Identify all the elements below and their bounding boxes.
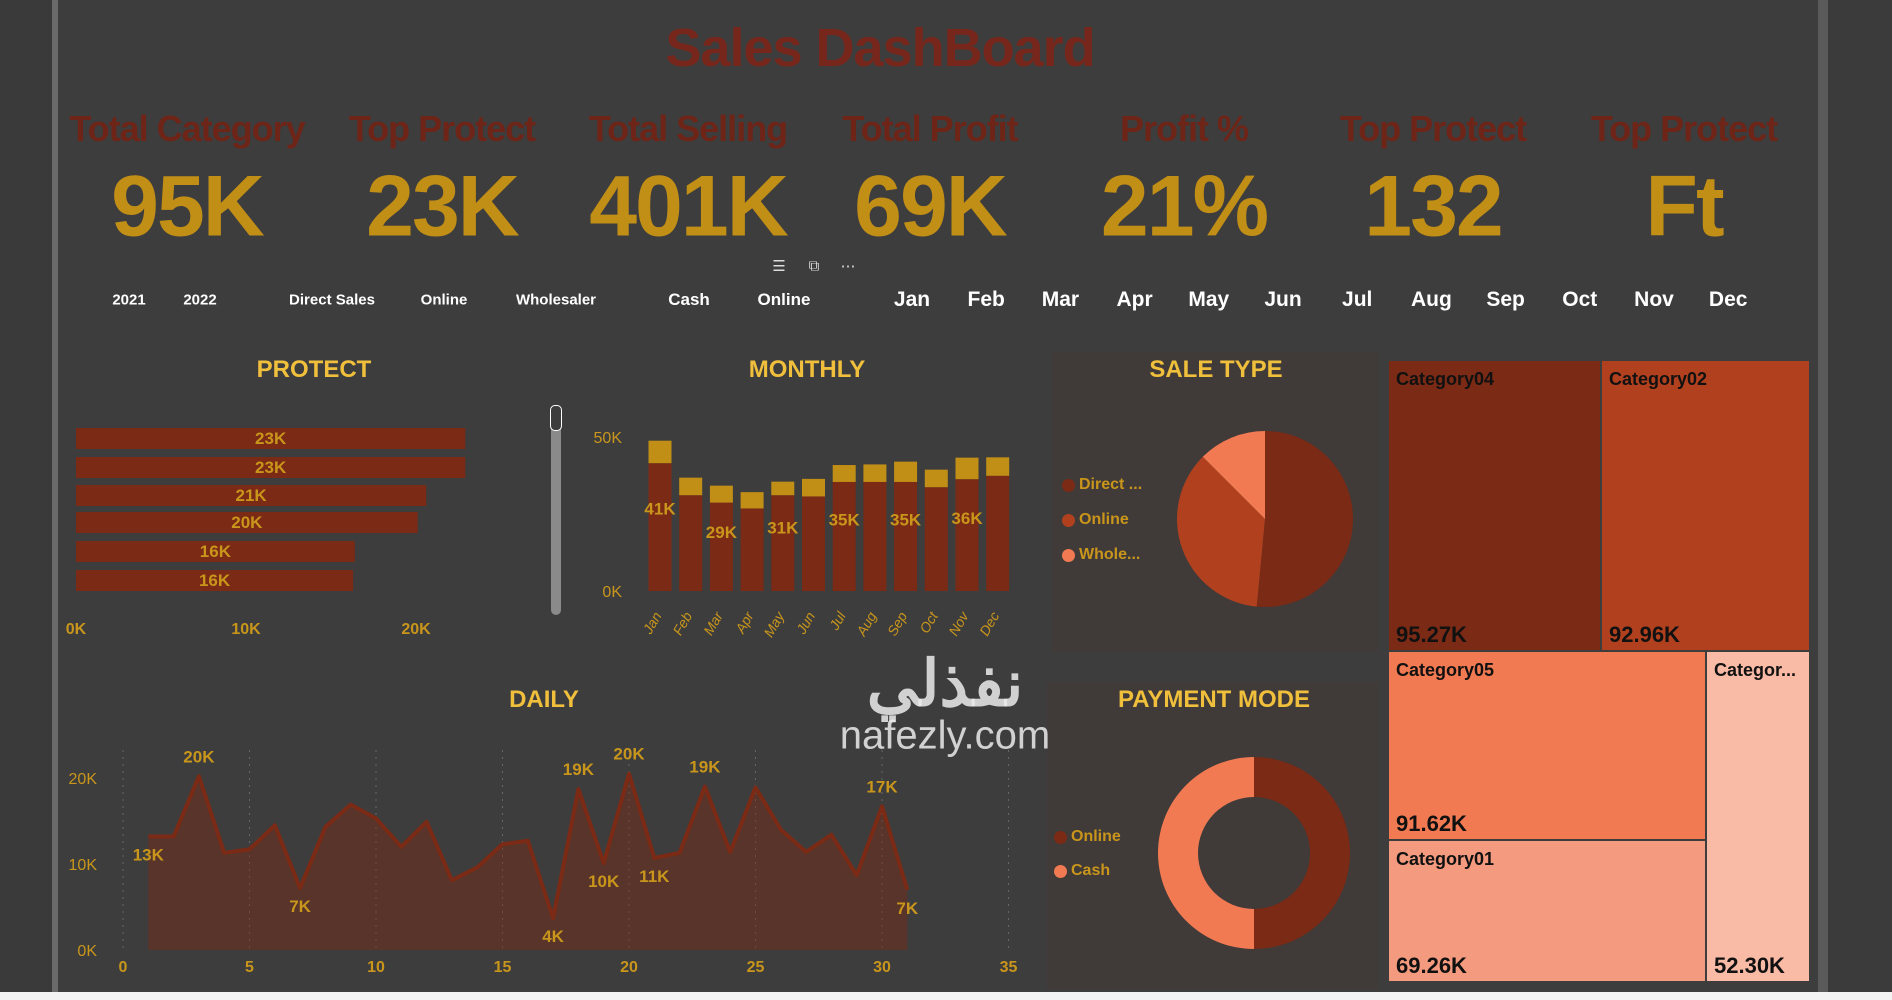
scrollbar-thumb[interactable] xyxy=(550,405,562,431)
slicer-payment-mode[interactable]: Cash xyxy=(668,290,710,309)
treemap-category01[interactable]: Category01 69.26K xyxy=(1388,840,1706,982)
slicer-month[interactable]: Jun xyxy=(1264,288,1302,311)
slicer-month[interactable]: Oct xyxy=(1562,288,1598,311)
kpi-label: Top Protect xyxy=(1590,108,1778,149)
legend-item-online[interactable]: Online xyxy=(1062,511,1129,529)
legend-item-online-payment[interactable]: Online xyxy=(1054,828,1121,846)
kpi-value: 401K xyxy=(589,158,789,255)
focus-mode-icon[interactable]: ⧉ xyxy=(808,257,820,275)
sale-type-panel xyxy=(1052,352,1378,652)
treemap-value: 95.27K xyxy=(1396,622,1467,647)
page-title: Sales DashBoard xyxy=(665,18,1095,78)
legend-item-wholesale[interactable]: Whole... xyxy=(1062,546,1140,564)
slicer-month[interactable]: Feb xyxy=(967,288,1005,311)
slicer-month[interactable]: Aug xyxy=(1410,288,1452,311)
slicer-month[interactable]: Jan xyxy=(893,288,931,311)
slicer-month[interactable]: Mar xyxy=(1041,288,1080,311)
legend-label: Whole... xyxy=(1079,546,1141,563)
legend-item-direct[interactable]: Direct ... xyxy=(1062,476,1142,494)
slicer-month[interactable]: Nov xyxy=(1634,288,1674,311)
legend-label: Online xyxy=(1071,828,1121,845)
treemap-category02[interactable]: Category02 92.96K xyxy=(1601,360,1810,651)
legend-dot xyxy=(1062,513,1075,527)
slicer-month[interactable]: Jul xyxy=(1342,288,1373,311)
treemap-category05[interactable]: Category05 91.62K xyxy=(1388,651,1706,840)
legend-label: Cash xyxy=(1071,862,1111,879)
filter-icon[interactable]: ☰ xyxy=(772,258,786,275)
kpi-label: Top Protect xyxy=(1339,108,1527,149)
slicer-month[interactable]: Sep xyxy=(1486,288,1525,311)
slicer-sale-type[interactable]: Wholesaler xyxy=(515,291,597,309)
more-options-icon[interactable]: ⋯ xyxy=(840,258,856,275)
treemap-category-other[interactable]: Categor... 52.30K xyxy=(1706,651,1810,982)
kpi-label: Total Profit xyxy=(842,108,1018,149)
kpi-value: 69K xyxy=(854,158,1008,255)
treemap-label: Category01 xyxy=(1396,849,1495,869)
slicer-year-2022[interactable]: 2022 xyxy=(183,291,217,309)
protect-chart-title: PROTECT xyxy=(256,356,372,383)
watermark-arabic: نفذلي xyxy=(866,647,1024,720)
slicer-month[interactable]: May xyxy=(1188,288,1230,311)
canvas-scrollbar[interactable] xyxy=(1818,0,1828,992)
kpi-value: Ft xyxy=(1645,158,1724,255)
kpi-label: Total Selling xyxy=(588,108,788,149)
protect-scrollbar[interactable] xyxy=(550,405,562,615)
treemap-label: Categor... xyxy=(1714,660,1797,680)
treemap-label: Category05 xyxy=(1396,660,1495,680)
page-tabs-bar xyxy=(0,992,1892,1000)
legend-label: Online xyxy=(1079,511,1129,528)
legend-dot xyxy=(1062,478,1075,492)
daily-chart-title: DAILY xyxy=(509,686,579,713)
legend-dot xyxy=(1054,864,1067,878)
treemap-value: 69.26K xyxy=(1396,953,1467,978)
canvas-left-edge xyxy=(52,0,58,992)
treemap-value: 91.62K xyxy=(1396,811,1467,836)
watermark-latin: nafezly.com xyxy=(839,713,1051,758)
slicer-payment-mode[interactable]: Online xyxy=(757,290,811,309)
slicer-sale-type[interactable]: Direct Sales xyxy=(289,291,375,309)
legend-label: Direct ... xyxy=(1079,476,1143,493)
slicer-month[interactable]: Dec xyxy=(1708,288,1748,311)
kpi-value: 95K xyxy=(111,158,265,255)
payment-mode-chart-title: PAYMENT MODE xyxy=(1117,686,1311,713)
slicer-month[interactable]: Apr xyxy=(1116,288,1153,311)
kpi-label: Total Category xyxy=(69,108,305,149)
treemap-label: Category04 xyxy=(1396,369,1495,389)
treemap-label: Category02 xyxy=(1609,369,1708,389)
monthly-chart-title: MONTHLY xyxy=(748,356,866,383)
treemap-category04[interactable]: Category04 95.27K xyxy=(1388,360,1601,651)
kpi-label: Top Protect xyxy=(348,108,536,149)
kpi-value: 132 xyxy=(1364,158,1503,255)
kpi-label: Profit % xyxy=(1119,108,1249,149)
sale-type-chart-title: SALE TYPE xyxy=(1149,356,1283,383)
kpi-value: 21% xyxy=(1100,158,1269,255)
slicer-year-2021[interactable]: 2021 xyxy=(112,291,146,309)
legend-dot xyxy=(1062,548,1075,562)
legend-dot xyxy=(1054,830,1067,844)
treemap-value: 52.30K xyxy=(1714,953,1785,978)
legend-item-cash[interactable]: Cash xyxy=(1054,862,1110,880)
slicer-sale-type[interactable]: Online xyxy=(420,291,468,309)
kpi-value: 23K xyxy=(366,158,520,255)
treemap-value: 92.96K xyxy=(1609,622,1680,647)
side-area xyxy=(1828,0,1892,992)
